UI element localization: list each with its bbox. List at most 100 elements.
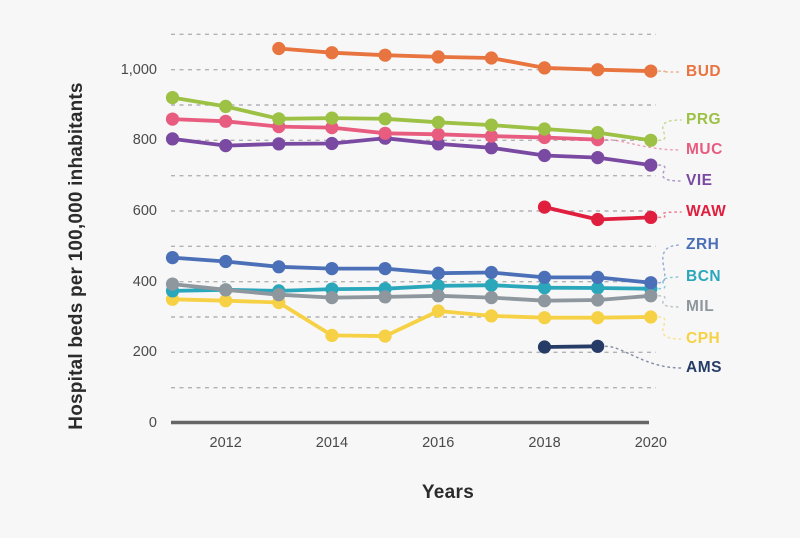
series-line-BUD <box>276 46 653 73</box>
series-label-BUD: BUD <box>686 63 722 80</box>
series-line-AMS <box>542 344 600 349</box>
data-point-PRG <box>431 115 445 129</box>
leader-line-BCN <box>658 276 682 290</box>
data-point-ZRH <box>431 266 445 280</box>
data-point-PRG <box>484 118 498 132</box>
x-tick-label: 2012 <box>209 435 242 451</box>
x-tick-label: 2018 <box>528 435 561 451</box>
x-tick-label: 2020 <box>634 435 667 451</box>
leader-line-AMS <box>604 345 682 369</box>
data-point-ZRH <box>591 270 605 284</box>
data-point-CPH <box>484 309 498 323</box>
data-point-ZRH <box>644 276 658 290</box>
data-point-ZRH <box>484 265 498 280</box>
data-point-ZRH <box>325 262 339 276</box>
data-point-ZRH <box>537 270 552 284</box>
y-tick-label: 0 <box>148 415 157 431</box>
data-point-CPH <box>591 311 605 325</box>
series-AMS <box>537 339 605 354</box>
data-point-BCN <box>591 281 605 295</box>
series-label-WAW: WAW <box>686 203 727 220</box>
data-point-VIE <box>325 136 339 151</box>
leader-line-CPH <box>658 316 682 340</box>
series-label-AMS: AMS <box>686 359 722 376</box>
series-label-BCN: BCN <box>686 268 722 285</box>
data-point-BUD <box>644 64 658 78</box>
data-point-MIL <box>644 289 658 303</box>
data-point-AMS <box>591 339 605 353</box>
data-point-MIL <box>165 277 180 291</box>
data-point-ZRH <box>272 260 286 274</box>
data-point-BUD <box>537 61 552 75</box>
data-point-AMS <box>537 340 552 354</box>
data-point-PRG <box>272 112 286 126</box>
data-point-ZRH <box>219 254 233 269</box>
data-point-CPH <box>537 311 552 325</box>
y-tick-label: 200 <box>132 344 157 361</box>
y-axis-title: Hospital beds per 100,000 inhabitants <box>66 82 87 430</box>
y-tick-label: 600 <box>132 203 157 219</box>
data-point-MUC <box>484 129 498 143</box>
data-point-WAW <box>591 212 605 227</box>
data-point-VIE <box>219 139 233 153</box>
series-MIL <box>165 277 658 308</box>
leader-line-PRG <box>658 119 682 142</box>
data-point-BUD <box>325 46 339 60</box>
data-point-BCN <box>431 279 445 293</box>
series-line-PRG <box>170 95 653 143</box>
data-point-BUD <box>378 48 392 62</box>
data-point-ZRH <box>378 262 392 276</box>
x-tick-label: 2014 <box>315 435 349 451</box>
data-point-CPH <box>644 310 658 324</box>
data-point-PRG <box>591 126 605 140</box>
data-point-VIE <box>644 158 658 172</box>
data-point-MUC <box>325 121 339 135</box>
data-point-VIE <box>484 141 498 155</box>
data-point-PRG <box>219 99 233 113</box>
x-axis-title: Years <box>421 482 475 503</box>
series-label-MUC: MUC <box>686 141 723 158</box>
data-point-VIE <box>165 132 180 146</box>
leader-line-WAW <box>658 211 682 219</box>
data-point-MIL <box>219 283 233 297</box>
data-point-PRG <box>165 91 180 105</box>
leader-line-VIE <box>658 164 682 182</box>
data-point-BUD <box>431 50 445 64</box>
data-point-VIE <box>272 137 286 151</box>
data-point-MUC <box>219 114 233 128</box>
series-line-MIL <box>170 282 653 303</box>
data-point-BUD <box>272 41 286 56</box>
data-point-BUD <box>484 51 498 65</box>
data-point-MIL <box>431 289 445 303</box>
data-point-BUD <box>591 63 605 77</box>
data-point-CPH <box>431 304 445 318</box>
leader-line-MIL <box>658 295 682 308</box>
series-label-PRG: PRG <box>686 111 722 128</box>
data-point-PRG <box>325 111 339 125</box>
y-tick-label: 1,000 <box>120 61 157 78</box>
data-point-WAW <box>537 200 552 214</box>
x-tick-label: 2016 <box>422 435 455 451</box>
y-tick-label: 800 <box>132 132 157 149</box>
series-label-MIL: MIL <box>686 298 715 315</box>
data-point-MIL <box>591 293 605 307</box>
data-point-MIL <box>378 290 392 304</box>
data-point-CPH <box>378 329 392 343</box>
data-point-BCN <box>484 278 498 292</box>
data-point-CPH <box>325 328 339 342</box>
leader-line-ZRH <box>658 244 682 284</box>
series-label-ZRH: ZRH <box>686 236 720 253</box>
data-point-PRG <box>537 122 552 136</box>
data-point-ZRH <box>165 251 180 265</box>
data-point-PRG <box>378 112 392 126</box>
series-CPH <box>165 292 658 343</box>
y-tick-label: 400 <box>132 273 157 290</box>
data-point-VIE <box>591 151 605 165</box>
data-point-WAW <box>644 210 658 224</box>
data-point-VIE <box>431 137 445 151</box>
data-point-VIE <box>537 148 552 163</box>
series-line-VIE <box>170 136 653 167</box>
data-point-CPH <box>219 294 233 308</box>
